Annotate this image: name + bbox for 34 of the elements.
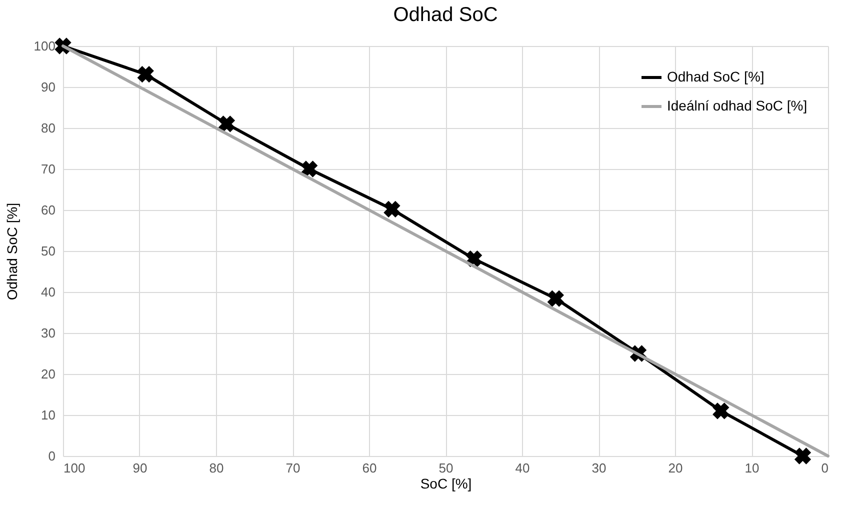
y-tick-label: 0 [48, 448, 56, 464]
x-tick-label: 100 [64, 460, 86, 476]
x-tick-label: 10 [744, 460, 760, 476]
point [712, 402, 730, 420]
y-tick-label: 80 [41, 120, 56, 136]
x-tick-label: 90 [132, 460, 148, 476]
y-tick-label: 30 [41, 326, 56, 340]
point [137, 66, 154, 83]
point [384, 200, 400, 218]
y-tick-label: 90 [41, 80, 56, 94]
point [218, 116, 235, 132]
x-tick-label: 70 [286, 460, 300, 476]
legend-label: Odhad SoC [%] [667, 68, 764, 84]
y-tick-label: 40 [41, 284, 56, 300]
point [547, 290, 564, 307]
y-tick-label: 20 [41, 366, 56, 382]
x-tick-label: 50 [438, 460, 454, 476]
x-tick-label: 60 [362, 460, 377, 476]
y-tick-label: 60 [41, 202, 56, 218]
x-tick-label: 40 [515, 460, 530, 476]
point [301, 160, 318, 178]
y-tick-label: 100 [34, 38, 56, 54]
x-axis-title: SoC [%] [420, 476, 472, 492]
point [794, 448, 811, 464]
x-tick-label: 20 [668, 460, 683, 476]
legend-label: Ideální odhad SoC [%] [667, 98, 808, 114]
y-axis-title: Odhad SoC [%] [4, 202, 20, 300]
y-tick-label: 10 [41, 408, 56, 422]
x-tick-label: 80 [209, 460, 224, 476]
x-tick-label: 0 [821, 460, 828, 476]
x-tick-label: 30 [592, 460, 606, 476]
chart-title: Odhad SoC [393, 4, 498, 26]
y-tick-label: 50 [41, 244, 56, 258]
y-tick-label: 70 [41, 162, 56, 176]
